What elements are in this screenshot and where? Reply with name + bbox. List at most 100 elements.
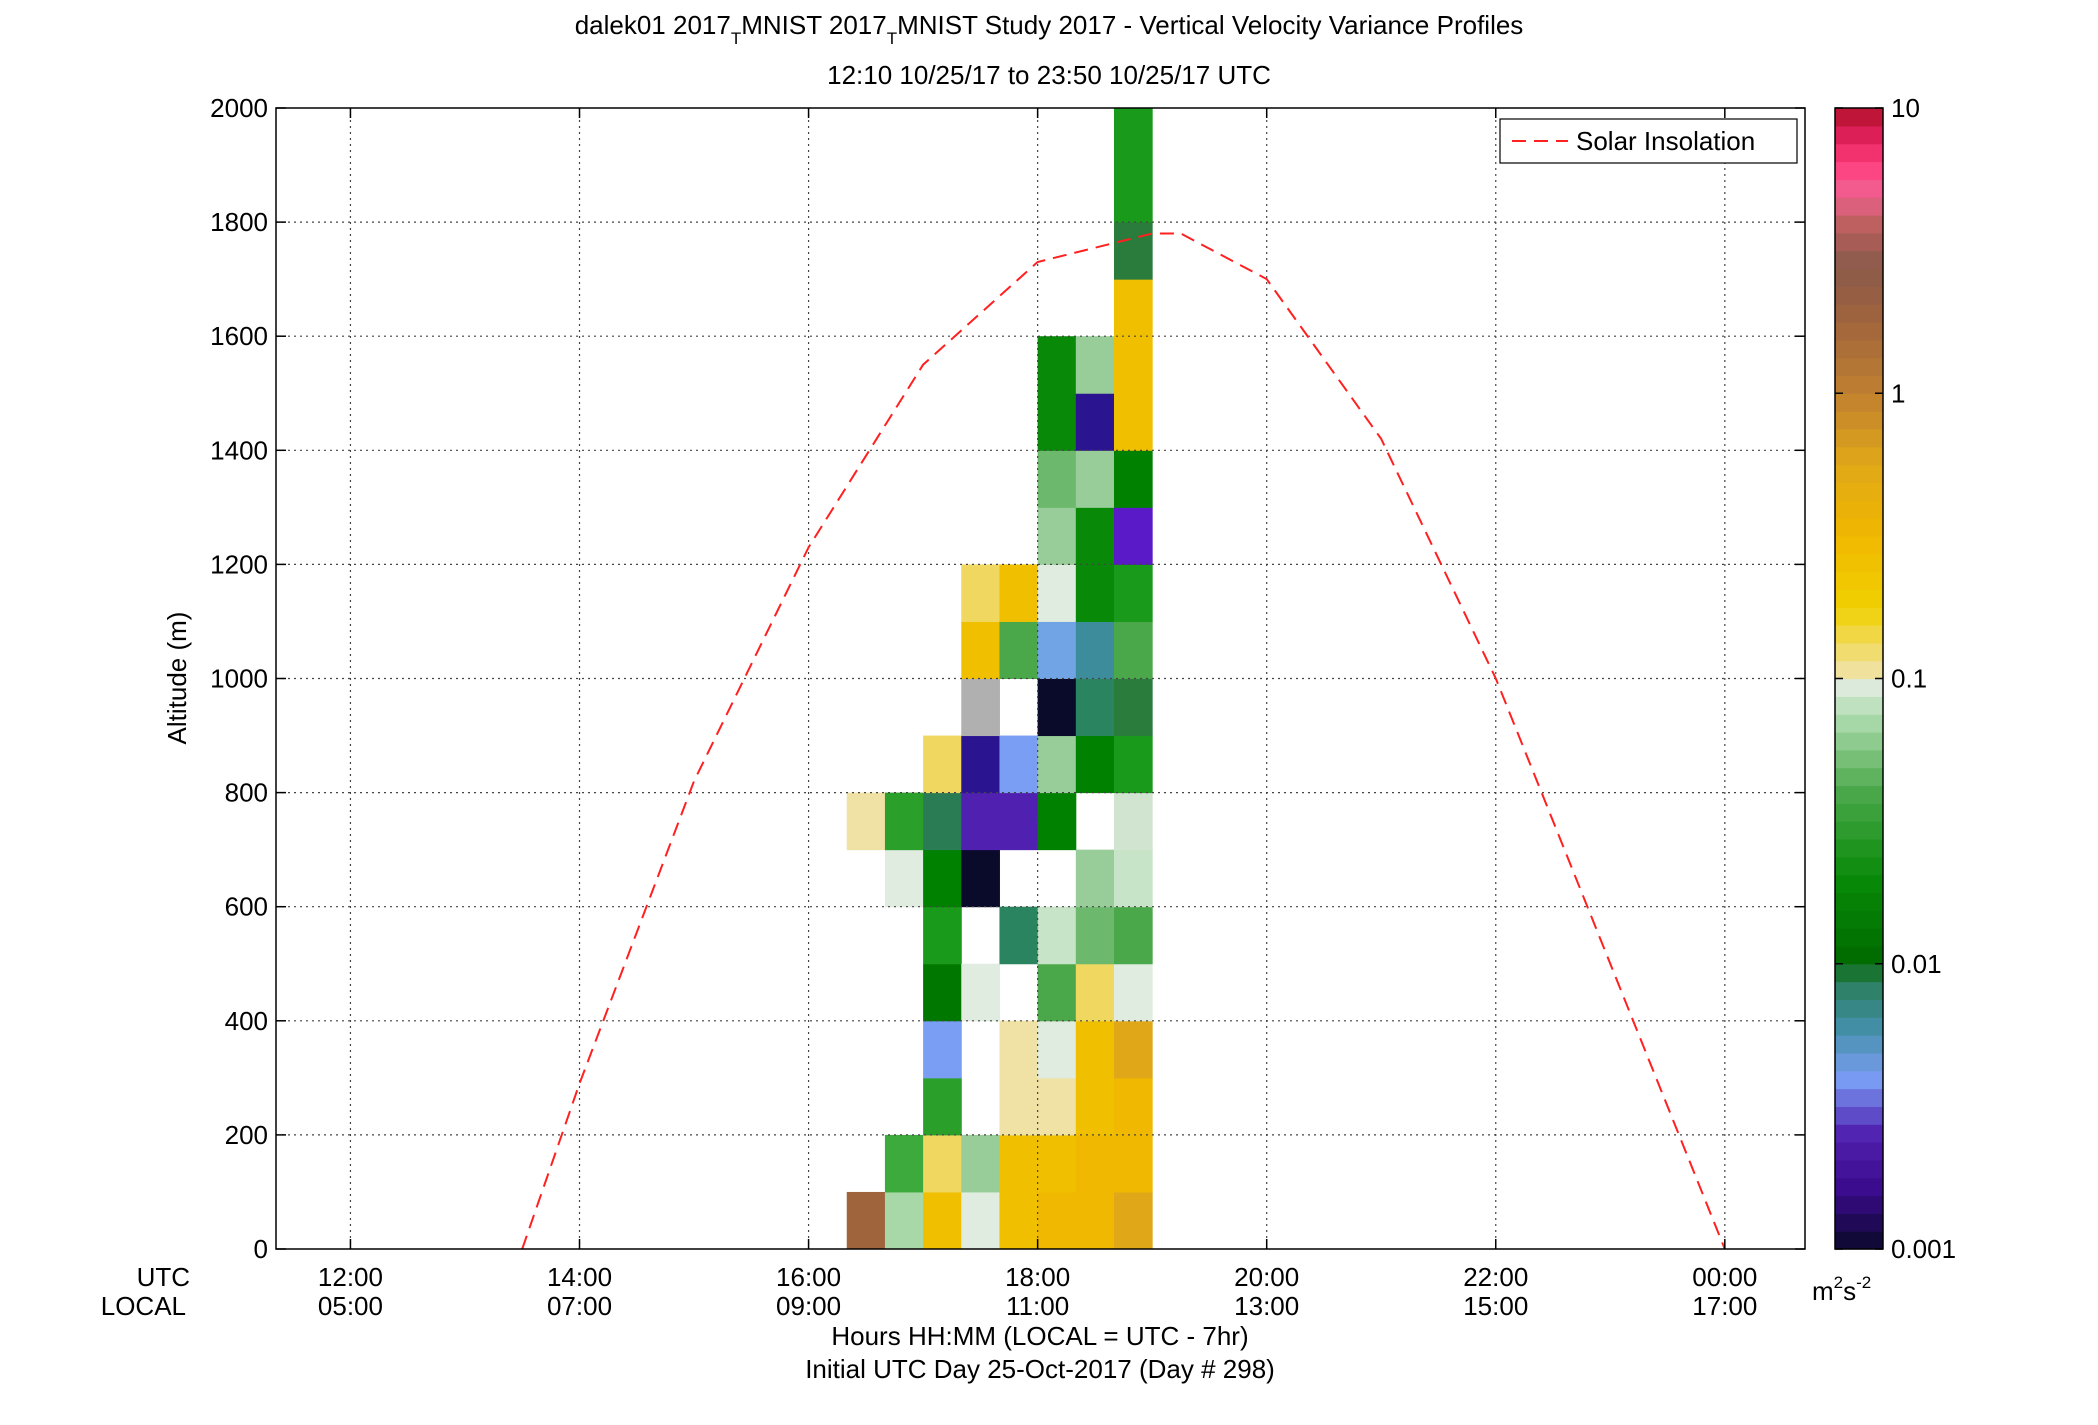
- heatmap-cell: [1037, 1077, 1077, 1136]
- colorbar-strip: [1835, 838, 1883, 858]
- heatmap-cell: [923, 792, 962, 851]
- colorbar-strip: [1835, 625, 1883, 644]
- colorbar-strip: [1835, 892, 1883, 911]
- heatmap-cell: [1075, 564, 1115, 622]
- x-row-label-local: LOCAL: [101, 1291, 186, 1321]
- x-tick-label-local: 09:00: [776, 1291, 841, 1321]
- heatmap-cell: [1113, 393, 1153, 451]
- heatmap-cell: [923, 1191, 962, 1250]
- colorbar-strip: [1835, 1231, 1883, 1250]
- x-tick-label-local: 17:00: [1692, 1291, 1757, 1321]
- heatmap-cell: [961, 849, 1000, 908]
- colorbar-strip: [1835, 375, 1883, 394]
- colorbar-strip: [1835, 731, 1883, 751]
- colorbar-strip: [1835, 1070, 1883, 1090]
- legend: Solar Insolation: [1499, 118, 1798, 164]
- colorbar-strip: [1835, 767, 1883, 787]
- colorbar-strip: [1835, 1106, 1883, 1125]
- colorbar-strip: [1835, 999, 1883, 1018]
- colorbar-strip: [1835, 660, 1883, 680]
- colorbar: 0.001 0.01 0.1 1 10 m2s-2: [1812, 93, 1956, 1306]
- colorbar-strip: [1835, 179, 1883, 198]
- colorbar-strip: [1835, 518, 1883, 537]
- y-axis-label: Altitude (m): [162, 612, 192, 745]
- heatmap-cell: [999, 1134, 1039, 1193]
- heatmap-cell: [1037, 1191, 1077, 1250]
- colorbar-strip: [1835, 1035, 1883, 1054]
- heatmap-cell: [923, 849, 962, 908]
- heatmap-cell: [1075, 621, 1115, 679]
- heatmap-cell: [1113, 1077, 1153, 1136]
- x-tick-label-local: 11:00: [1006, 1291, 1069, 1321]
- x-tick-label-utc: 14:00: [547, 1262, 612, 1292]
- colorbar-strip: [1835, 268, 1883, 287]
- heatmap-cell: [1075, 1134, 1115, 1193]
- colorbar-strip: [1835, 589, 1883, 608]
- heatmap-cell: [923, 1020, 962, 1079]
- heatmap-cell: [1075, 336, 1115, 394]
- y-tick-label: 1200: [210, 549, 268, 579]
- chart-title-line2: 12:10 10/25/17 to 23:50 10/25/17 UTC: [827, 60, 1271, 90]
- heatmap-cell: [1113, 450, 1153, 508]
- colorbar-strip: [1835, 304, 1883, 323]
- x-tick-label-utc: 12:00: [318, 1262, 383, 1292]
- x-axis-label-1: Hours HH:MM (LOCAL = UTC - 7hr): [831, 1321, 1248, 1351]
- heatmap-cell: [846, 1191, 886, 1250]
- colorbar-strip: [1835, 197, 1883, 216]
- heatmap-cell: [1037, 1134, 1077, 1193]
- x-tick-label-local: 15:00: [1463, 1291, 1528, 1321]
- colorbar-strip: [1835, 393, 1883, 412]
- colorbar-strip: [1835, 749, 1883, 769]
- colorbar-strip: [1835, 1159, 1883, 1179]
- heatmap-cell: [923, 906, 962, 965]
- y-tick-label: 200: [225, 1120, 268, 1150]
- heatmap-cell: [961, 564, 1000, 622]
- heatmap-cell: [961, 963, 1000, 1022]
- y-tick-label: 1600: [210, 321, 268, 351]
- heatmap-cells: [846, 108, 1153, 1250]
- colorbar-strip: [1835, 1213, 1883, 1232]
- heatmap-cell: [999, 792, 1039, 851]
- heatmap-cell: [1037, 336, 1077, 394]
- x-tick-label-utc: 18:00: [1005, 1262, 1070, 1292]
- heatmap-cell: [1037, 507, 1077, 565]
- colorbar-strip: [1835, 928, 1883, 947]
- heatmap-cell: [1075, 678, 1115, 737]
- heatmap-cell: [1075, 507, 1115, 565]
- heatmap-cell: [1037, 621, 1077, 679]
- heatmap-cell: [884, 1191, 924, 1250]
- colorbar-unit: m2s-2: [1812, 1273, 1871, 1306]
- colorbar-strip: [1835, 1177, 1883, 1197]
- colorbar-gradient: [1835, 108, 1883, 1250]
- heatmap-cell: [1037, 963, 1077, 1022]
- colorbar-strip: [1835, 874, 1883, 894]
- colorbar-strip: [1835, 108, 1883, 127]
- heatmap-cell: [1113, 621, 1153, 679]
- heatmap-cell: [1113, 222, 1153, 280]
- colorbar-strip: [1835, 1124, 1883, 1143]
- colorbar-strip: [1835, 1052, 1883, 1072]
- colorbar-strip: [1835, 339, 1883, 359]
- y-tick-label: 600: [225, 892, 268, 922]
- colorbar-strip: [1835, 1142, 1883, 1161]
- heatmap-cell: [1075, 849, 1115, 908]
- x-tick-label-local: 05:00: [318, 1291, 383, 1321]
- colorbar-strip: [1835, 1195, 1883, 1214]
- colorbar-strip: [1835, 714, 1883, 733]
- x-tick-label-utc: 00:00: [1692, 1262, 1757, 1292]
- colorbar-strip: [1835, 785, 1883, 804]
- heatmap-cell: [1113, 1134, 1153, 1193]
- heatmap-cell: [999, 906, 1039, 965]
- heatmap-cell: [923, 963, 962, 1022]
- heatmap-cell: [1113, 279, 1153, 337]
- y-tick-label: 400: [225, 1006, 268, 1036]
- colorbar-strip: [1835, 571, 1883, 590]
- colorbar-strip: [1835, 500, 1883, 519]
- colorbar-strip: [1835, 143, 1883, 163]
- colorbar-strip: [1835, 250, 1883, 270]
- colorbar-strip: [1835, 945, 1883, 965]
- heatmap-cell: [1037, 906, 1077, 965]
- heatmap-cell: [961, 1134, 1000, 1193]
